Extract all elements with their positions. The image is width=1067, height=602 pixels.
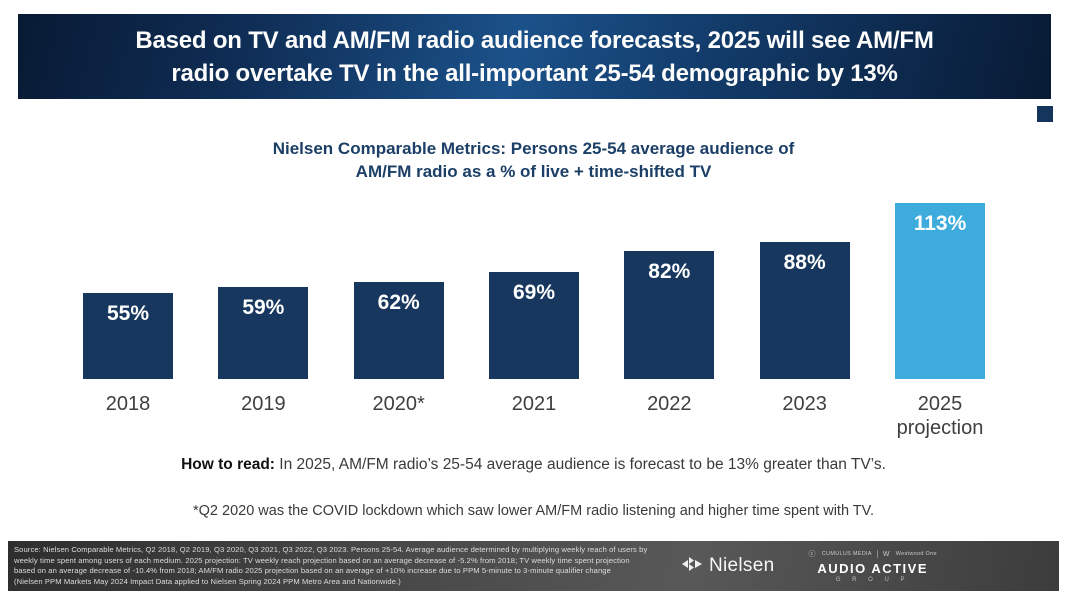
westwood-one-label: Westwood One <box>895 551 937 557</box>
bar-column-2023: 88% 2023 <box>759 203 850 440</box>
bar-column-2022: 82% 2022 <box>624 203 715 440</box>
source-line-1: Source: Nielsen Comparable Metrics, Q2 2… <box>14 545 648 554</box>
audio-active-label: AUDIO ACTIVE <box>817 561 929 576</box>
bar-value-label: 59% <box>242 296 285 319</box>
bar-2023: 88% <box>759 242 850 379</box>
axis-label-2020: 2020* <box>372 393 425 415</box>
axis-label-2023: 2023 <box>782 393 827 415</box>
bar-value-label: 55% <box>106 302 150 325</box>
bar-column-2018: 55% 2018 <box>83 203 173 440</box>
audio-active-group-logo: ⓒ CUMULUS MEDIA W Westwood One AUDIO ACT… <box>808 549 937 583</box>
bar-2020: 62% <box>353 282 444 379</box>
bar-2022: 82% <box>624 251 715 379</box>
title-banner: Based on TV and AM/FM radio audience for… <box>18 14 1051 99</box>
source-text: Source: Nielsen Comparable Metrics, Q2 2… <box>8 545 654 587</box>
covid-footnote: *Q2 2020 was the COVID lockdown which sa… <box>192 503 875 519</box>
cumulus-media-label: CUMULUS MEDIA <box>821 551 872 557</box>
bar-2021: 69% <box>488 272 579 379</box>
bar-2019: 59% <box>218 287 309 379</box>
chart-title-line-2: AM/FM radio as a % of live + time-shifte… <box>355 162 712 181</box>
bar-column-2020: 62% 2020* <box>353 203 444 440</box>
nielsen-arrows-icon <box>682 556 702 576</box>
decorative-square <box>1037 106 1053 122</box>
chart-title: Nielsen Comparable Metrics: Persons 25-5… <box>0 137 1067 183</box>
bar-value-label: 62% <box>377 291 420 314</box>
nielsen-wordmark: Nielsen <box>709 555 775 576</box>
axis-label-2025: 2025 projection <box>896 393 984 439</box>
how-to-read-text: In 2025, AM/FM radio’s 25-54 average aud… <box>274 456 886 473</box>
axis-label-2021: 2021 <box>511 393 557 415</box>
bar-2025-projection: 113% <box>894 203 985 379</box>
group-label: G R O U P <box>835 577 910 583</box>
nielsen-logo: Nielsen <box>682 555 774 577</box>
title-line-2: radio overtake TV in the all-important 2… <box>171 59 898 87</box>
bar-column-2019: 59% 2019 <box>218 203 309 440</box>
how-to-read-label: How to read: <box>181 456 275 473</box>
bar-chart: 55% 2018 59% 2019 62% 2020* 69% 2021 82%… <box>83 203 985 440</box>
axis-label-2022: 2022 <box>647 393 692 415</box>
how-to-read-note: How to read: In 2025, AM/FM radio’s 25-5… <box>0 456 1067 474</box>
bar-value-label: 113% <box>913 212 967 235</box>
bar-value-label: 82% <box>648 260 691 283</box>
source-line-2: weekly time spent among users of each me… <box>14 555 630 565</box>
bar-value-label: 69% <box>512 281 555 304</box>
source-line-4: (Nielsen PPM Markets May 2024 Impact Dat… <box>14 576 401 586</box>
westwood-one-icon: W <box>882 550 890 558</box>
bar-column-2021: 69% 2021 <box>488 203 579 440</box>
axis-sublabel-projection: projection <box>896 417 984 439</box>
axis-label-2018: 2018 <box>105 393 151 415</box>
chart-title-line-1: Nielsen Comparable Metrics: Persons 25-5… <box>272 139 795 158</box>
logo-divider <box>876 550 878 558</box>
bar-column-2025-projection: 113% 2025 projection <box>894 203 985 440</box>
bar-value-label: 88% <box>783 251 826 274</box>
bar-2018: 55% <box>83 293 173 379</box>
footer-bar: Source: Nielsen Comparable Metrics, Q2 2… <box>8 541 1059 591</box>
cumulus-media-icon: ⓒ <box>808 551 816 558</box>
source-line-3: based on an average decrease of -10.4% f… <box>14 566 611 575</box>
axis-label-2019: 2019 <box>241 393 286 415</box>
title-line-1: Based on TV and AM/FM radio audience for… <box>135 26 934 54</box>
